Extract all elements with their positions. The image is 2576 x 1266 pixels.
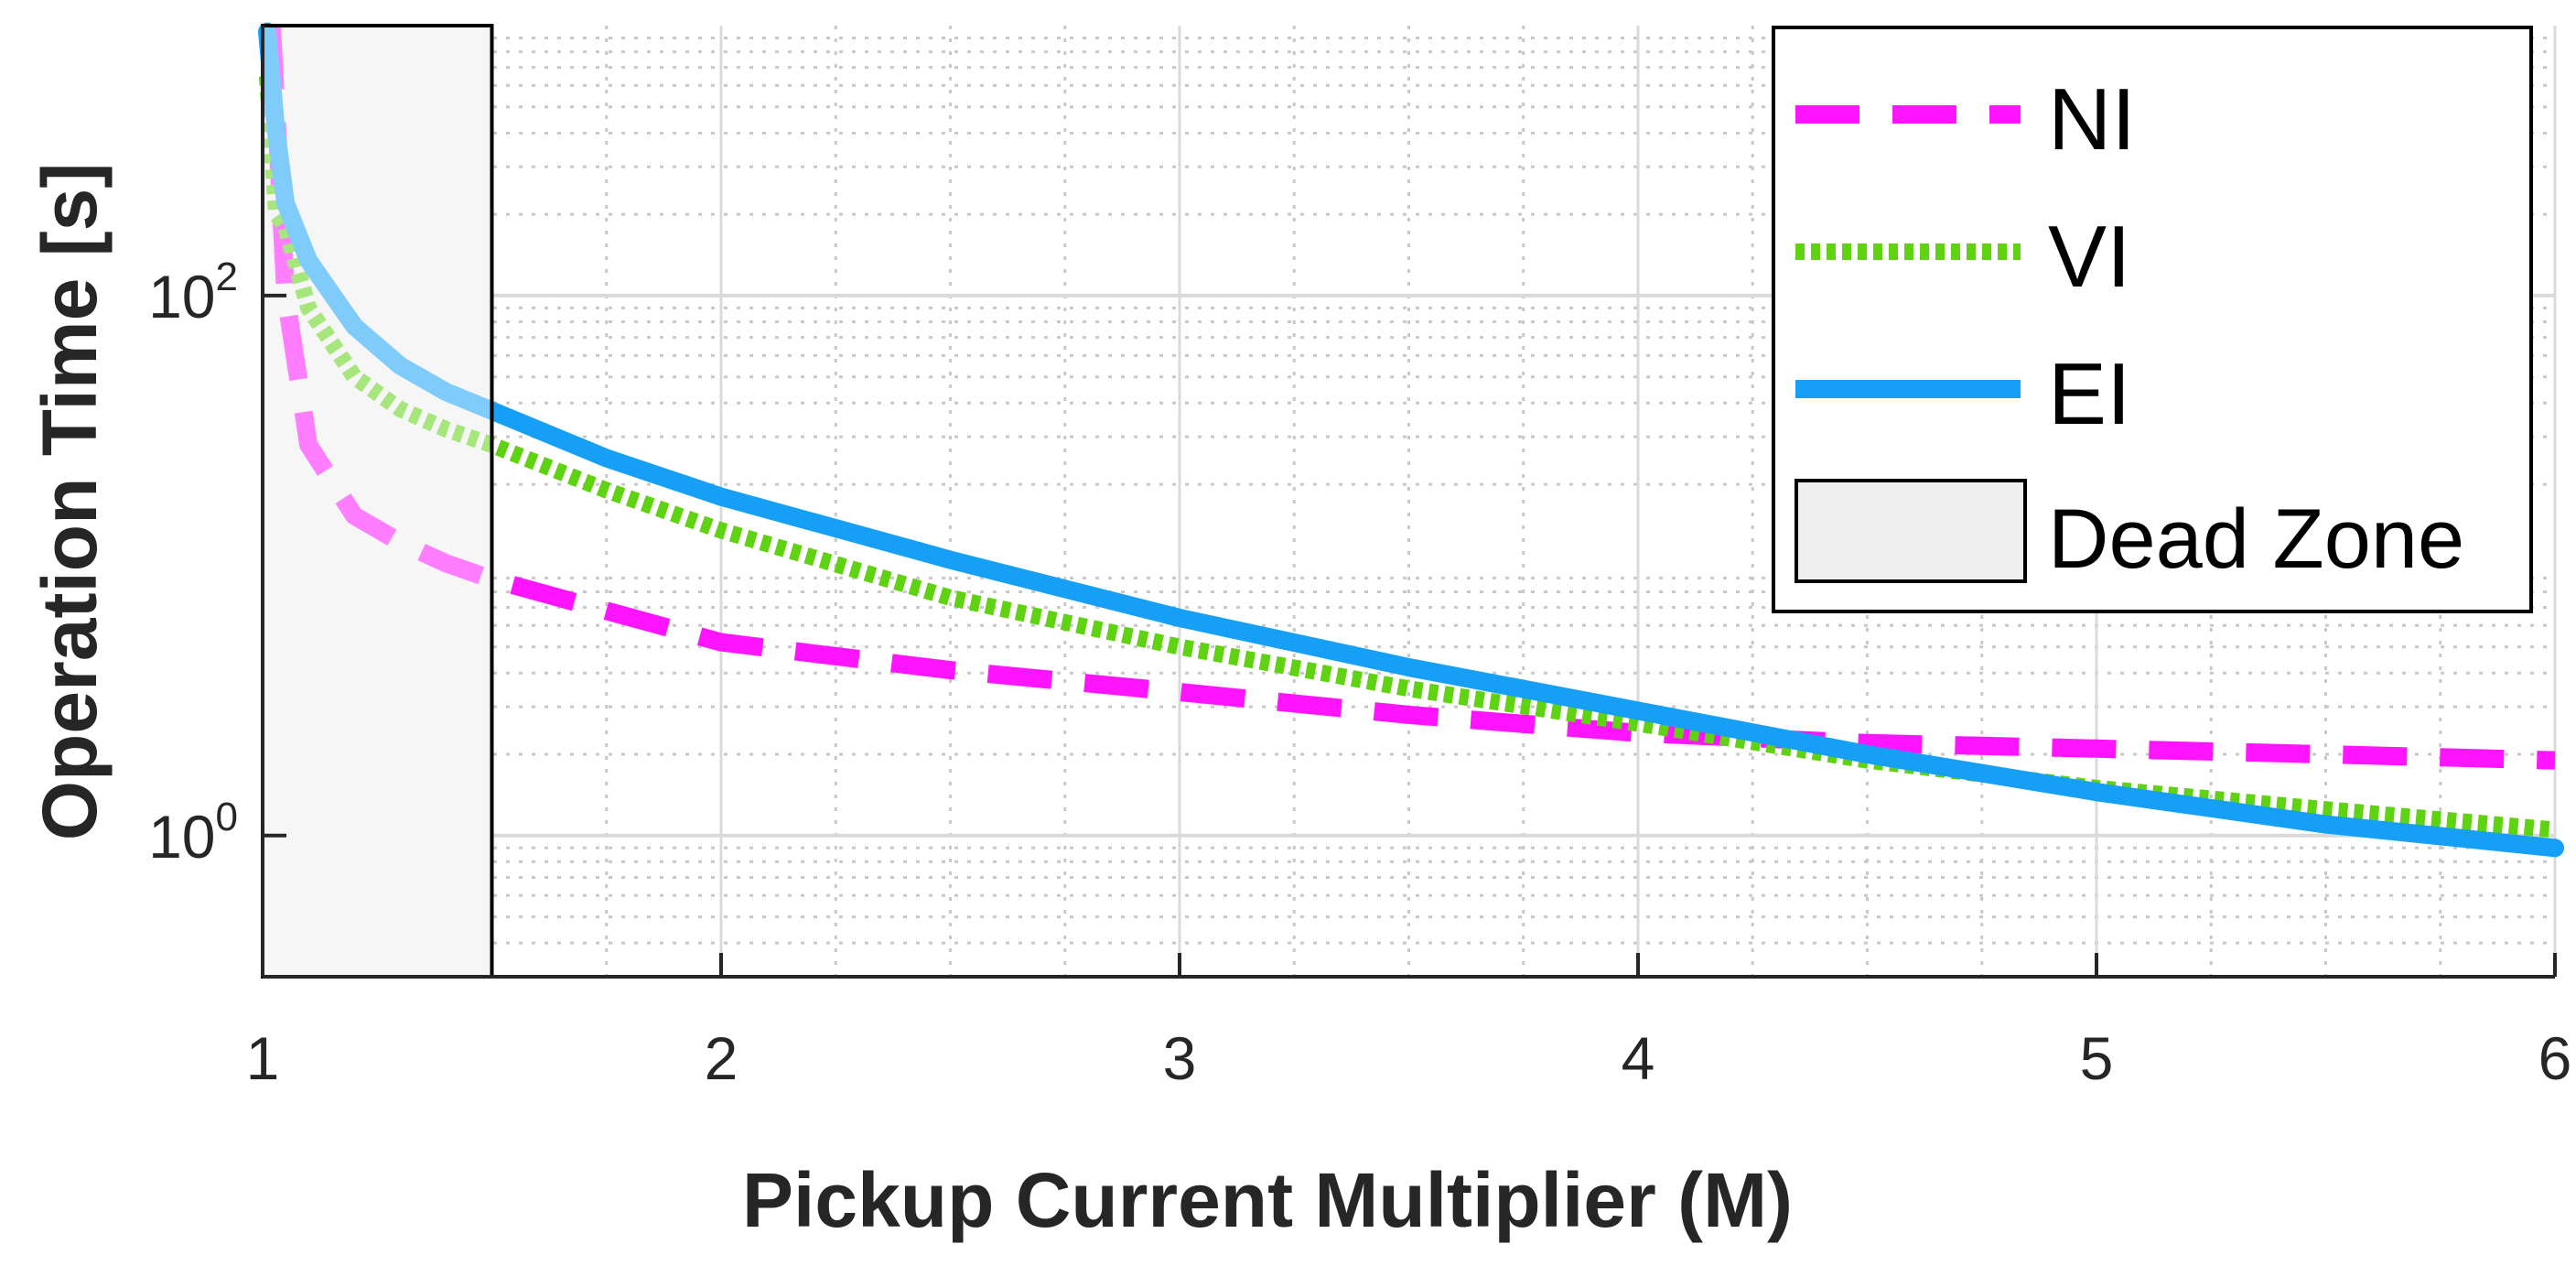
legend: NI VI EI Dead Zone	[1772, 26, 2533, 613]
series-line-ei	[258, 22, 2564, 858]
x-tick-label: 5	[2080, 1024, 2114, 1092]
series-line-ni	[263, 25, 2556, 770]
axes-frame	[261, 26, 2555, 979]
legend-ni-label: NI	[2048, 70, 2136, 168]
x-axis-label: Pickup Current Multiplier (M)	[742, 1157, 1793, 1243]
y-tick-label: 100	[148, 795, 238, 871]
x-tick-label: 6	[2538, 1024, 2572, 1092]
dead-zone-overlay	[263, 26, 492, 977]
legend-ei-label: EI	[2048, 345, 2131, 443]
x-axis-ticks: 1 2 3 4 5 6	[246, 953, 2572, 1092]
y-tick-label: 102	[148, 254, 238, 330]
legend-dead-zone-swatch	[1795, 479, 2027, 583]
x-tick-label: 2	[705, 1024, 738, 1092]
series-layer	[258, 22, 2564, 858]
x-tick-label: 3	[1163, 1024, 1197, 1092]
legend-dead-zone-label: Dead Zone	[2048, 492, 2464, 586]
x-tick-label: 4	[1622, 1024, 1655, 1092]
y-axis-label: Operation Time [s]	[27, 163, 113, 841]
x-tick-label: 1	[246, 1024, 280, 1092]
y-axis-ticks: 100 102	[148, 254, 286, 871]
dead-zone-region	[263, 26, 492, 977]
legend-vi-label: VI	[2048, 208, 2131, 306]
